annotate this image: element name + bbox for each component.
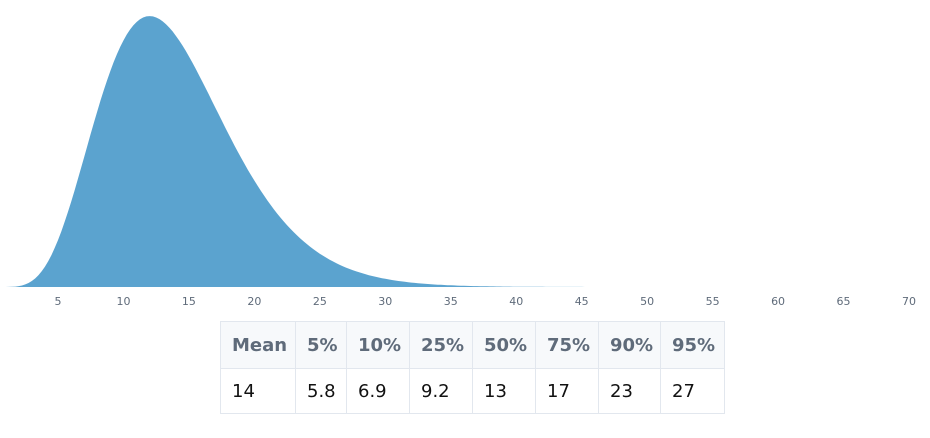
- value-mean-text: 14: [232, 380, 255, 402]
- summary-table: Mean 5% 10% 25% 50% 75% 90% 95% 14 5.8 6…: [220, 321, 725, 414]
- value-p90: 23: [598, 368, 661, 414]
- x-axis-ticks: 5 10 15 20 25 30 35 40 45 50 55 60 65 70: [55, 295, 917, 308]
- x-tick-label: 15: [182, 295, 196, 308]
- header-p50-label: 50%: [484, 334, 528, 356]
- header-p10: 10%: [346, 321, 410, 369]
- value-p75-text: 17: [547, 380, 570, 402]
- density-area: [5, 16, 883, 287]
- value-p5-text: 5.8: [307, 380, 336, 402]
- x-tick-label: 60: [771, 295, 785, 308]
- header-p95: 95%: [660, 321, 725, 369]
- summary-header-row: Mean 5% 10% 25% 50% 75% 90% 95%: [220, 321, 725, 369]
- value-p90-text: 23: [610, 380, 633, 402]
- header-p10-label: 10%: [358, 334, 402, 356]
- value-p50-text: 13: [484, 380, 507, 402]
- x-tick-label: 65: [837, 295, 851, 308]
- x-tick-label: 25: [313, 295, 327, 308]
- value-p75: 17: [535, 368, 599, 414]
- density-chart: 5 10 15 20 25 30 35 40 45 50 55 60 65 70: [5, 16, 917, 308]
- value-p25: 9.2: [409, 368, 473, 414]
- header-p90-label: 90%: [610, 334, 654, 356]
- x-tick-label: 10: [116, 295, 130, 308]
- header-p75-label: 75%: [547, 334, 591, 356]
- header-p50: 50%: [472, 321, 536, 369]
- value-p10-text: 6.9: [358, 380, 387, 402]
- header-p75: 75%: [535, 321, 599, 369]
- summary-value-row: 14 5.8 6.9 9.2 13 17 23 27: [220, 368, 725, 414]
- header-mean: Mean: [220, 321, 296, 369]
- header-p95-label: 95%: [672, 334, 716, 356]
- x-tick-label: 45: [575, 295, 589, 308]
- x-tick-label: 35: [444, 295, 458, 308]
- header-p25: 25%: [409, 321, 473, 369]
- x-tick-label: 5: [55, 295, 62, 308]
- x-tick-label: 55: [706, 295, 720, 308]
- value-p95-text: 27: [672, 380, 695, 402]
- header-p90: 90%: [598, 321, 661, 369]
- value-p50: 13: [472, 368, 536, 414]
- x-tick-label: 50: [640, 295, 654, 308]
- header-p25-label: 25%: [421, 334, 465, 356]
- header-mean-label: Mean: [232, 334, 288, 356]
- value-p10: 6.9: [346, 368, 410, 414]
- x-tick-label: 70: [902, 295, 916, 308]
- value-p25-text: 9.2: [421, 380, 450, 402]
- value-mean: 14: [220, 368, 296, 414]
- header-p5: 5%: [295, 321, 347, 369]
- value-p95: 27: [660, 368, 725, 414]
- x-tick-label: 40: [509, 295, 523, 308]
- x-tick-label: 20: [247, 295, 261, 308]
- value-p5: 5.8: [295, 368, 347, 414]
- x-tick-label: 30: [378, 295, 392, 308]
- header-p5-label: 5%: [307, 334, 338, 356]
